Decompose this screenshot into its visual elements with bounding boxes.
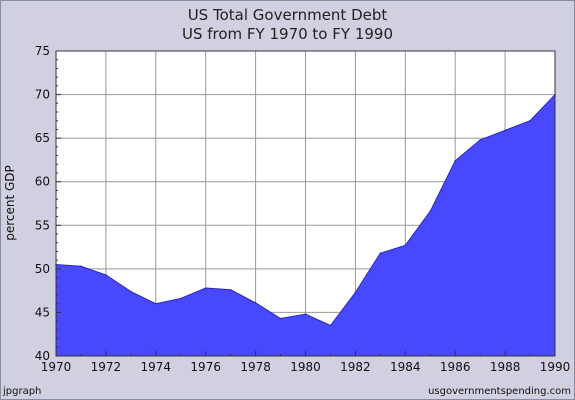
- x-tick-label: 1990: [540, 360, 571, 374]
- x-tick-label: 1974: [141, 360, 172, 374]
- x-tick-label: 1970: [41, 360, 72, 374]
- y-tick-label: 60: [35, 175, 50, 189]
- data-point: [329, 324, 332, 327]
- data-point: [179, 297, 182, 300]
- y-tick-label: 45: [35, 305, 50, 319]
- y-tick-label: 65: [35, 131, 50, 145]
- y-tick-label: 40: [35, 349, 50, 363]
- data-point: [429, 210, 432, 213]
- data-point: [229, 288, 232, 291]
- data-point: [404, 244, 407, 247]
- chart-title: US Total Government Debt: [187, 6, 388, 24]
- data-point: [204, 287, 207, 289]
- y-tick-label: 75: [35, 44, 50, 58]
- axis-layer: 40 45 50 55 60 65 70 75 1970 1972 1974 1976 1978 1980…: [35, 44, 571, 374]
- x-tick-label: 1986: [440, 360, 471, 374]
- data-point: [479, 139, 481, 141]
- x-tick-label: 1984: [390, 360, 421, 374]
- data-point: [379, 252, 382, 254]
- data-point: [454, 160, 457, 162]
- y-tick-label: 50: [35, 262, 50, 276]
- x-tick-label: 1988: [490, 360, 521, 374]
- chart-subtitle: US from FY 1970 to FY 1990: [181, 25, 393, 43]
- x-tick-label: 1972: [91, 360, 122, 374]
- data-point: [105, 274, 107, 276]
- x-tick-label: 1980: [290, 360, 321, 374]
- data-point: [529, 119, 531, 122]
- data-point: [354, 291, 357, 294]
- data-point: [279, 317, 282, 320]
- data-point: [254, 302, 257, 304]
- data-point: [304, 313, 307, 315]
- x-tick-label: 1976: [190, 360, 221, 374]
- data-point: [155, 302, 157, 305]
- y-tick-label: 55: [35, 218, 50, 232]
- footer-right-credit: usgovernmentspending.com: [428, 386, 571, 397]
- y-tick-label: 70: [35, 88, 50, 102]
- y-axis-title: percent GDP: [3, 165, 17, 241]
- data-point: [130, 290, 132, 293]
- footer-left-credit: jpgraph: [3, 386, 42, 397]
- data-point: [504, 129, 506, 132]
- data-point: [80, 265, 82, 268]
- series-area: [55, 93, 556, 357]
- x-tick-label: 1978: [240, 360, 271, 374]
- x-tick-label: 1982: [340, 360, 371, 374]
